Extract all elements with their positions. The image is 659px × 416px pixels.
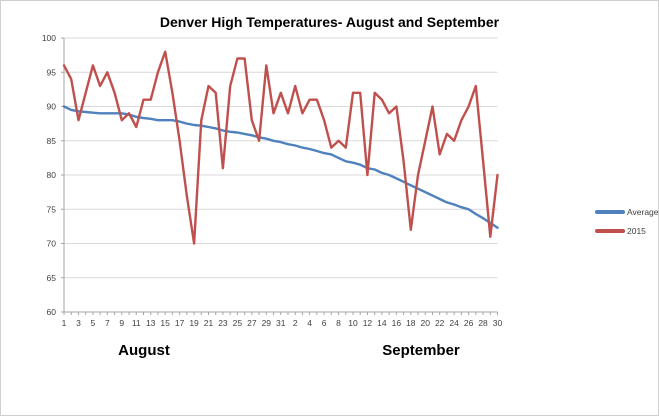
svg-text:27: 27	[247, 318, 257, 328]
svg-text:10: 10	[348, 318, 358, 328]
svg-text:3: 3	[76, 318, 81, 328]
svg-text:17: 17	[175, 318, 185, 328]
svg-text:18: 18	[406, 318, 416, 328]
svg-text:6: 6	[322, 318, 327, 328]
svg-text:75: 75	[47, 204, 57, 214]
x-axis-ticks	[63, 312, 498, 315]
legend-item-average[interactable]: Average	[595, 207, 659, 217]
svg-text:26: 26	[464, 318, 474, 328]
svg-text:25: 25	[233, 318, 243, 328]
legend-label-average: Average	[627, 207, 659, 217]
svg-text:8: 8	[336, 318, 341, 328]
svg-text:90: 90	[47, 102, 57, 112]
svg-text:2: 2	[293, 318, 298, 328]
svg-text:85: 85	[47, 136, 57, 146]
y-axis-tick-labels: 60 65 70 75 80 85 90 95 100	[42, 33, 56, 317]
svg-text:24: 24	[449, 318, 459, 328]
svg-text:29: 29	[262, 318, 272, 328]
svg-text:11: 11	[132, 318, 141, 328]
svg-text:22: 22	[435, 318, 445, 328]
svg-text:14: 14	[377, 318, 387, 328]
svg-text:80: 80	[47, 170, 57, 180]
svg-text:95: 95	[47, 67, 57, 77]
svg-text:15: 15	[160, 318, 170, 328]
svg-text:5: 5	[91, 318, 96, 328]
svg-text:70: 70	[47, 239, 57, 249]
x-axis-tick-labels: 1 3 5 7 9 11 13 15 17 19 21 23 25 27 29 31 2 4 6 8 10 12 14 16 1…	[62, 318, 503, 328]
svg-text:1: 1	[62, 318, 67, 328]
2015-series-line[interactable]	[62, 50, 499, 245]
average-series-swatch	[595, 210, 625, 214]
chart-legend: Average 2015	[595, 207, 659, 236]
svg-text:30: 30	[493, 318, 503, 328]
svg-text:31: 31	[276, 318, 286, 328]
svg-text:13: 13	[146, 318, 156, 328]
chart-title: Denver High Temperatures- August and Sep…	[159, 14, 500, 30]
svg-text:60: 60	[47, 307, 57, 317]
svg-text:20: 20	[421, 318, 431, 328]
legend-item-2015[interactable]: 2015	[595, 226, 658, 236]
svg-text:9: 9	[119, 318, 124, 328]
x-axis-group-label-september: September	[382, 342, 460, 359]
svg-text:65: 65	[47, 273, 57, 283]
svg-text:7: 7	[105, 318, 110, 328]
svg-text:16: 16	[392, 318, 402, 328]
x-axis-group-label-august: August	[118, 342, 170, 359]
svg-text:100: 100	[42, 33, 56, 43]
svg-text:12: 12	[363, 318, 373, 328]
2015-series-swatch	[595, 229, 625, 233]
svg-text:19: 19	[189, 318, 199, 328]
gridlines	[61, 37, 498, 313]
svg-text:23: 23	[218, 318, 228, 328]
legend-label-2015: 2015	[627, 226, 646, 236]
average-series-line[interactable]	[62, 105, 499, 229]
svg-text:28: 28	[478, 318, 488, 328]
svg-text:21: 21	[204, 318, 214, 328]
svg-text:4: 4	[307, 318, 312, 328]
